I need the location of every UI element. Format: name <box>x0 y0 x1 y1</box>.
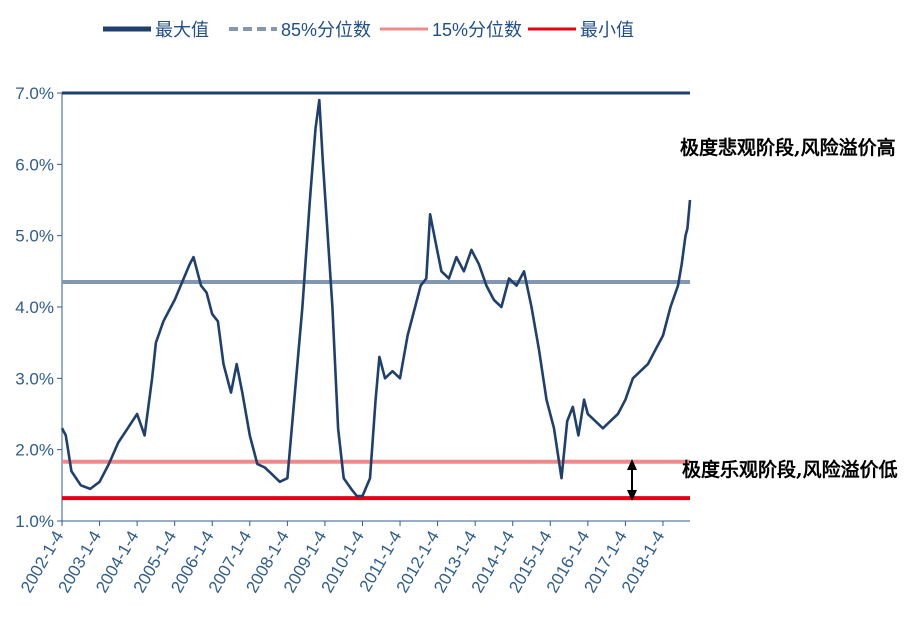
x-axis: 2002-1-42003-1-42004-1-42005-1-42006-1-4… <box>17 520 690 596</box>
series-layer <box>60 98 692 498</box>
legend-item: 最小值 <box>528 20 634 40</box>
y-tick-label: 3.0% <box>15 369 54 388</box>
y-axis: 1.0% 2.0% 3.0% 4.0% 5.0% 6.0% 7.0% <box>15 84 63 531</box>
annotation-optimistic: 极度乐观阶段,风险溢价低 <box>682 458 898 481</box>
y-tick-label: 7.0% <box>15 84 54 103</box>
reference-lines <box>62 91 690 501</box>
legend-label: 85%分位数 <box>281 20 371 40</box>
y-tick-label: 5.0% <box>15 227 54 246</box>
legend-label: 最小值 <box>580 20 634 40</box>
double-arrow-icon <box>627 459 637 501</box>
legend-item: 15%分位数 <box>380 20 522 40</box>
y-tick-label: 1.0% <box>15 512 54 531</box>
annotations: 极度悲观阶段,风险溢价高 极度乐观阶段,风险溢价低 <box>627 136 898 501</box>
legend-label: 最大值 <box>155 20 209 40</box>
y-tick-label: 4.0% <box>15 298 54 317</box>
legend-item: 85%分位数 <box>229 20 371 40</box>
y-tick-label: 2.0% <box>15 441 54 460</box>
legend: 最大值 85%分位数 15%分位数 最小值 <box>103 20 634 40</box>
legend-label: 15%分位数 <box>432 20 522 40</box>
y-tick-label: 6.0% <box>15 155 54 174</box>
annotation-pessimistic: 极度悲观阶段,风险溢价高 <box>680 136 896 159</box>
series-line <box>60 98 692 498</box>
legend-item: 最大值 <box>103 20 209 40</box>
